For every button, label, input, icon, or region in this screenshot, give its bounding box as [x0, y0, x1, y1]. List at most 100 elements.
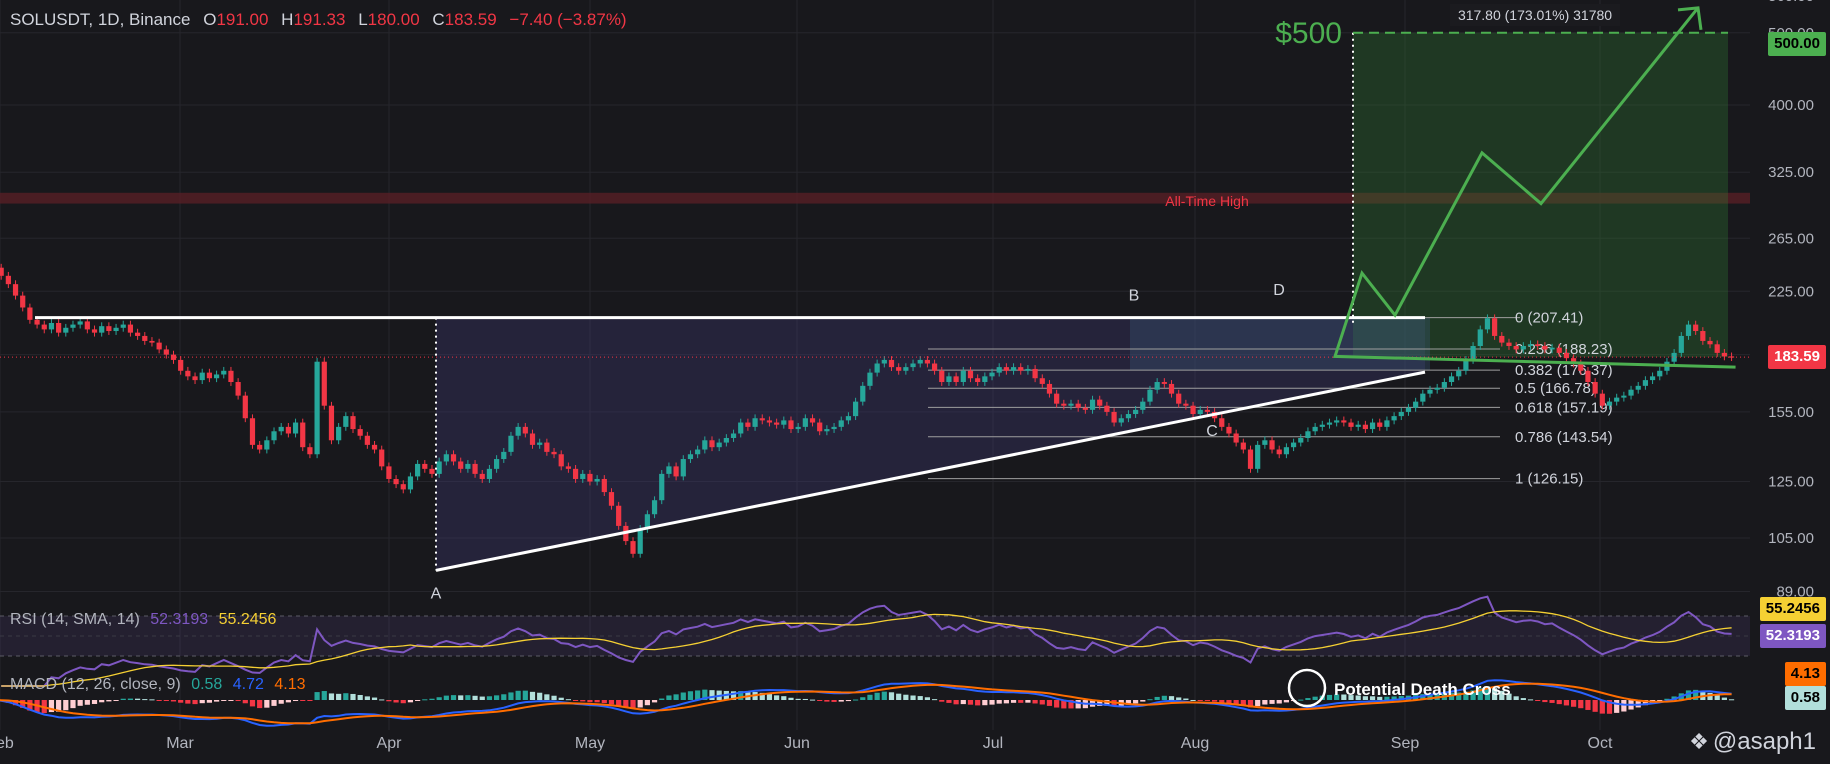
macd-hist-bar — [1283, 700, 1289, 703]
candle-body — [1276, 449, 1282, 455]
macd-hist-bar — [522, 690, 528, 700]
price-tick-label: 265.00 — [1768, 230, 1814, 247]
candle-body — [1075, 403, 1081, 408]
candle-body — [300, 422, 306, 448]
macd-hist-bar — [1520, 698, 1526, 700]
price-axis: 560.00500.00400.00325.00265.00225.00185.… — [1750, 0, 1830, 764]
candle-body — [149, 340, 155, 343]
macd-hist-bar — [1176, 697, 1182, 700]
death-cross-circle — [1287, 668, 1327, 708]
candle-body — [1520, 346, 1526, 350]
candle-body — [1233, 433, 1239, 443]
candle-body — [1140, 401, 1146, 410]
macd-hist-bar — [1168, 696, 1175, 700]
candle-body — [809, 418, 816, 423]
target-big-label: $500 — [1275, 17, 1342, 50]
macd-hist-bar — [1463, 691, 1469, 700]
candle-body — [192, 376, 198, 381]
macd-hist-bar — [321, 691, 327, 700]
macd-hist-bar — [630, 700, 636, 709]
macd-hist-bar — [623, 700, 629, 708]
macd-hist-bar — [709, 690, 715, 700]
candle-body — [924, 359, 930, 364]
macd-hist-bar — [163, 700, 169, 701]
macd-hist-bar — [637, 700, 643, 708]
macd-hist-bar — [264, 700, 270, 708]
candle-body — [917, 359, 923, 364]
candle-body — [1183, 403, 1189, 406]
macd-hist-bar — [257, 700, 263, 709]
candle-body — [1685, 324, 1692, 336]
macd-hist-bar — [1391, 696, 1397, 700]
macd-hist-bar — [673, 694, 679, 700]
candle-body — [1025, 368, 1031, 371]
macd-hist-bar — [1355, 695, 1361, 700]
candle-body — [587, 473, 593, 482]
high-value: 191.33 — [293, 10, 346, 29]
time-tick-label: Oct — [1588, 735, 1613, 752]
macd-hist-bar — [644, 700, 650, 706]
macd-hist-bar — [702, 689, 708, 700]
macd-hist-bar — [1456, 692, 1462, 700]
candle-body — [659, 473, 665, 501]
macd-hist-bar — [156, 700, 162, 701]
candle-body — [1082, 407, 1088, 410]
candle-body — [20, 295, 26, 308]
macd-hist-bar — [99, 700, 105, 703]
macd-hist-bar — [795, 698, 801, 700]
candle-body — [1621, 395, 1627, 398]
macd-hist-bar — [817, 700, 823, 701]
macd-hist-bar — [781, 696, 787, 700]
macd-label: MACD (12, 26, close, 9) — [10, 676, 181, 693]
candle-body — [1484, 318, 1491, 330]
macd-hist-bar — [472, 695, 478, 700]
candle-body — [1133, 409, 1139, 415]
fib-zone — [1130, 317, 1430, 371]
candle-body — [953, 376, 959, 383]
candle-body — [1499, 335, 1505, 343]
candle-body — [1348, 422, 1354, 427]
time-tick-label: Apr — [377, 735, 403, 752]
macd-hist-bar — [651, 700, 658, 703]
macd-hist-bar — [587, 700, 593, 703]
candle-body — [257, 444, 263, 450]
macd-hist-bar — [845, 700, 852, 702]
macd-hist-bar — [838, 700, 844, 702]
candle-body — [939, 370, 945, 383]
candle-body — [1700, 331, 1706, 341]
candle-body — [1599, 393, 1605, 406]
macd-hist-bar — [1154, 696, 1160, 700]
candle-body — [1671, 352, 1677, 362]
candle-body — [1262, 440, 1268, 445]
high-label: H — [281, 10, 294, 29]
macd-hist-bar — [1377, 696, 1383, 700]
macd-signal-value: 4.13 — [274, 676, 306, 693]
macd-hist-bar — [853, 699, 859, 701]
candle-body — [637, 528, 643, 554]
macd-hist-bar — [759, 692, 765, 700]
macd-hist-bar — [537, 692, 543, 700]
macd-hist-bar — [242, 700, 248, 704]
candle-body — [1463, 359, 1469, 371]
candle-body — [213, 374, 220, 379]
candle-body — [1039, 378, 1045, 384]
candle-body — [788, 420, 794, 430]
candle-body — [357, 429, 363, 436]
macd-hist-bar — [1369, 696, 1376, 700]
time-tick-label: Aug — [1181, 735, 1209, 752]
candle-body — [1728, 356, 1735, 358]
rsi-value: 52.3193 — [150, 611, 209, 628]
macd-hist-bar — [1714, 695, 1720, 700]
candle-body — [1635, 385, 1641, 390]
macd-hist-bar — [580, 700, 586, 702]
time-tick-label: Jun — [784, 735, 810, 752]
candle-body — [77, 321, 83, 325]
macd-hist-bar — [213, 700, 220, 702]
candle-body — [1118, 418, 1124, 423]
macd-hist-bar — [235, 700, 241, 702]
macd-hist-bar — [867, 694, 873, 700]
candle-body — [1657, 370, 1663, 377]
candle-body — [127, 324, 134, 333]
macd-hist-bar — [12, 700, 19, 706]
